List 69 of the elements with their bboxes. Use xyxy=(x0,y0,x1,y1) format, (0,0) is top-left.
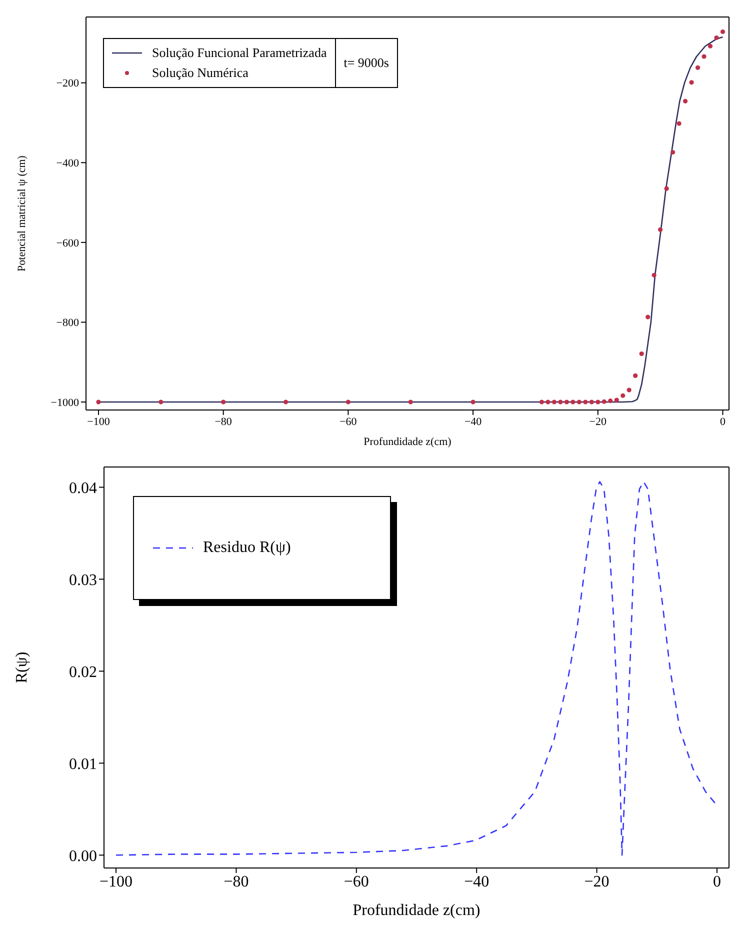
point xyxy=(283,400,288,404)
y-tick-label: 0.03 xyxy=(69,572,97,589)
x-tick-label: −60 xyxy=(344,873,369,890)
point xyxy=(346,400,350,404)
x-tick-label: −60 xyxy=(340,416,358,428)
y-tick-label: −400 xyxy=(56,158,80,170)
x-tick-label: 0 xyxy=(712,873,721,890)
point xyxy=(658,227,663,232)
point xyxy=(158,400,164,404)
point xyxy=(539,400,544,404)
point xyxy=(96,400,101,404)
x-tick-label: −80 xyxy=(224,873,249,890)
point xyxy=(714,35,719,40)
x-tick-label: −20 xyxy=(584,873,610,890)
legend-label: Solução Funcional Parametrizada xyxy=(152,44,327,62)
point xyxy=(695,65,700,70)
point xyxy=(596,400,600,404)
point xyxy=(670,150,676,155)
legend-label: Residuo R(ψ) xyxy=(203,538,291,558)
line-series xyxy=(115,481,718,856)
x-axis-title: Profundidade z(cm) xyxy=(352,902,480,919)
point xyxy=(564,400,569,404)
point xyxy=(708,44,713,48)
point xyxy=(620,393,626,398)
x-tick-label: −80 xyxy=(214,416,232,428)
point xyxy=(646,314,650,320)
point xyxy=(689,80,694,85)
x-tick-label: −100 xyxy=(87,416,110,428)
point xyxy=(570,400,576,404)
y-axis-title: Potencial matricial ψ (cm) xyxy=(16,155,28,272)
y-tick-label: 0.00 xyxy=(69,848,97,865)
x-tick-label: −100 xyxy=(100,873,133,890)
point xyxy=(676,121,682,126)
legend-label: Solução Numérica xyxy=(152,64,248,82)
point xyxy=(683,98,688,104)
point xyxy=(720,29,726,34)
point xyxy=(221,400,226,404)
point xyxy=(664,186,669,191)
point xyxy=(576,400,582,404)
point xyxy=(702,54,706,59)
x-tick-label: −40 xyxy=(464,416,482,428)
annotation: t= 9000s xyxy=(344,55,389,71)
y-tick-label: 0.02 xyxy=(69,664,97,681)
point xyxy=(552,400,557,404)
point xyxy=(626,388,632,392)
point xyxy=(614,398,619,402)
y-axis-title: R(ψ) xyxy=(14,652,31,684)
point xyxy=(602,399,606,404)
x-tick-label: −40 xyxy=(464,873,490,890)
point xyxy=(558,400,563,404)
point xyxy=(583,400,588,404)
y-tick-label: −1000 xyxy=(50,396,80,409)
point xyxy=(639,351,644,356)
line-series xyxy=(98,36,724,403)
x-tick-label: 0 xyxy=(720,416,726,428)
x-tick-label: −20 xyxy=(589,416,607,428)
y-tick-label: −200 xyxy=(56,78,80,90)
point xyxy=(589,400,594,404)
y-tick-label: −600 xyxy=(56,237,80,250)
point xyxy=(408,400,413,404)
point xyxy=(608,398,613,404)
y-tick-label: −800 xyxy=(56,317,80,330)
point xyxy=(633,373,638,378)
point xyxy=(546,400,550,404)
x-axis-title: Profundidade z(cm) xyxy=(364,436,452,448)
point xyxy=(652,272,656,278)
y-tick-label: 0.04 xyxy=(69,480,97,497)
point xyxy=(470,400,476,404)
y-tick-label: 0.01 xyxy=(69,756,97,773)
